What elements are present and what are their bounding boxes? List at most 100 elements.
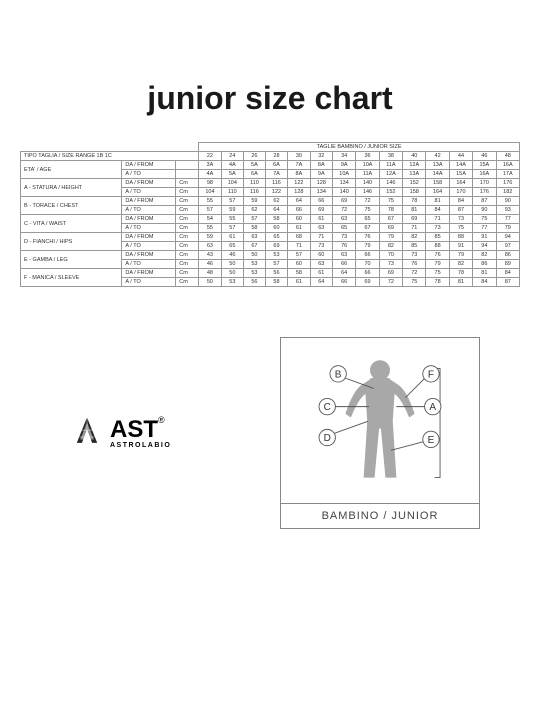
- brand-block: AST® ASTROLABIO: [40, 414, 171, 453]
- value-cell: 75: [403, 278, 426, 287]
- value-cell: 61: [288, 224, 310, 233]
- value-cell: 78: [426, 278, 449, 287]
- value-cell: 12A: [379, 170, 402, 179]
- value-cell: 79: [449, 251, 472, 260]
- value-cell: 146: [379, 179, 402, 188]
- value-cell: 10A: [333, 170, 356, 179]
- value-cell: 69: [379, 224, 402, 233]
- measure-label: A - STATURA / HEIGHT: [21, 179, 122, 197]
- value-cell: 63: [333, 215, 356, 224]
- value-cell: 94: [496, 233, 519, 242]
- value-cell: 85: [426, 233, 449, 242]
- value-cell: 48: [199, 269, 221, 278]
- value-cell: 8A: [288, 170, 310, 179]
- value-cell: 140: [356, 179, 379, 188]
- value-cell: 90: [473, 206, 496, 215]
- value-cell: 116: [244, 188, 266, 197]
- value-cell: 63: [310, 260, 332, 269]
- range-sub: A / TO: [122, 170, 176, 179]
- value-cell: 15A: [473, 161, 496, 170]
- table-row: ETA' / AGEDA / FROM3A4A5A6A7A8A9A10A11A1…: [21, 161, 520, 170]
- value-cell: 69: [265, 242, 287, 251]
- value-cell: 85: [403, 242, 426, 251]
- value-cell: 65: [356, 215, 379, 224]
- value-cell: 67: [356, 224, 379, 233]
- value-cell: 10A: [356, 161, 379, 170]
- value-cell: 89: [496, 260, 519, 269]
- value-cell: 14A: [426, 170, 449, 179]
- measure-label: ETA' / AGE: [21, 161, 122, 179]
- value-cell: 134: [333, 179, 356, 188]
- size-col-header: 46: [473, 152, 496, 161]
- value-cell: 128: [288, 188, 310, 197]
- value-cell: 104: [199, 188, 221, 197]
- body-diagram: B C D F A E: [289, 348, 471, 498]
- value-cell: 158: [426, 179, 449, 188]
- value-cell: 93: [496, 206, 519, 215]
- range-sub: A / TO: [122, 260, 176, 269]
- value-cell: 97: [496, 242, 519, 251]
- value-cell: 53: [265, 251, 287, 260]
- value-cell: 82: [473, 251, 496, 260]
- callout-b: B: [335, 370, 342, 381]
- measure-label: F - MANICA / SLEEVE: [21, 269, 122, 287]
- value-cell: 164: [426, 188, 449, 197]
- range-sub: DA / FROM: [122, 269, 176, 278]
- brand-logo-icon: [70, 414, 104, 453]
- value-cell: 60: [310, 251, 332, 260]
- value-cell: 79: [356, 242, 379, 251]
- value-cell: 46: [221, 251, 243, 260]
- value-cell: 75: [356, 206, 379, 215]
- value-cell: 94: [473, 242, 496, 251]
- value-cell: 56: [265, 269, 287, 278]
- value-cell: 170: [449, 188, 472, 197]
- value-cell: 87: [473, 197, 496, 206]
- value-cell: 110: [244, 179, 266, 188]
- size-col-header: 30: [288, 152, 310, 161]
- value-cell: 55: [199, 224, 221, 233]
- value-cell: 55: [199, 197, 221, 206]
- size-col-header: 42: [426, 152, 449, 161]
- value-cell: 122: [265, 188, 287, 197]
- size-chart-table: TAGLIE BAMBINO / JUNIOR SIZE TIPO TAGLIA…: [20, 142, 520, 287]
- unit-cell: Cm: [176, 179, 199, 188]
- unit-cell: Cm: [176, 215, 199, 224]
- value-cell: 7A: [265, 170, 287, 179]
- value-cell: 152: [379, 188, 402, 197]
- value-cell: 6A: [265, 161, 287, 170]
- value-cell: 64: [288, 197, 310, 206]
- value-cell: 67: [244, 242, 266, 251]
- measure-label: D - FIANCHI / HIPS: [21, 233, 122, 251]
- value-cell: 77: [496, 215, 519, 224]
- value-cell: 86: [496, 251, 519, 260]
- unit-cell: Cm: [176, 188, 199, 197]
- value-cell: 134: [310, 188, 332, 197]
- value-cell: 59: [244, 197, 266, 206]
- value-cell: 69: [379, 269, 402, 278]
- value-cell: 71: [426, 215, 449, 224]
- value-cell: 75: [426, 269, 449, 278]
- value-cell: 79: [379, 233, 402, 242]
- value-cell: 69: [403, 215, 426, 224]
- size-col-header: 40: [403, 152, 426, 161]
- value-cell: 75: [473, 215, 496, 224]
- value-cell: 61: [310, 215, 332, 224]
- value-cell: 71: [288, 242, 310, 251]
- value-cell: 75: [449, 224, 472, 233]
- value-cell: 87: [496, 278, 519, 287]
- value-cell: 64: [333, 269, 356, 278]
- value-cell: 67: [379, 215, 402, 224]
- value-cell: 72: [356, 197, 379, 206]
- unit-cell: Cm: [176, 260, 199, 269]
- value-cell: 57: [199, 206, 221, 215]
- unit-cell: Cm: [176, 269, 199, 278]
- value-cell: 43: [199, 251, 221, 260]
- value-cell: 73: [426, 224, 449, 233]
- table-row: E - GAMBA / LEGDA / FROMCm43465053576063…: [21, 251, 520, 260]
- range-sub: A / TO: [122, 224, 176, 233]
- size-col-header: 28: [265, 152, 287, 161]
- chart-title: junior size chart: [20, 80, 520, 117]
- callout-d: D: [324, 433, 331, 444]
- value-cell: 128: [310, 179, 332, 188]
- value-cell: 53: [244, 269, 266, 278]
